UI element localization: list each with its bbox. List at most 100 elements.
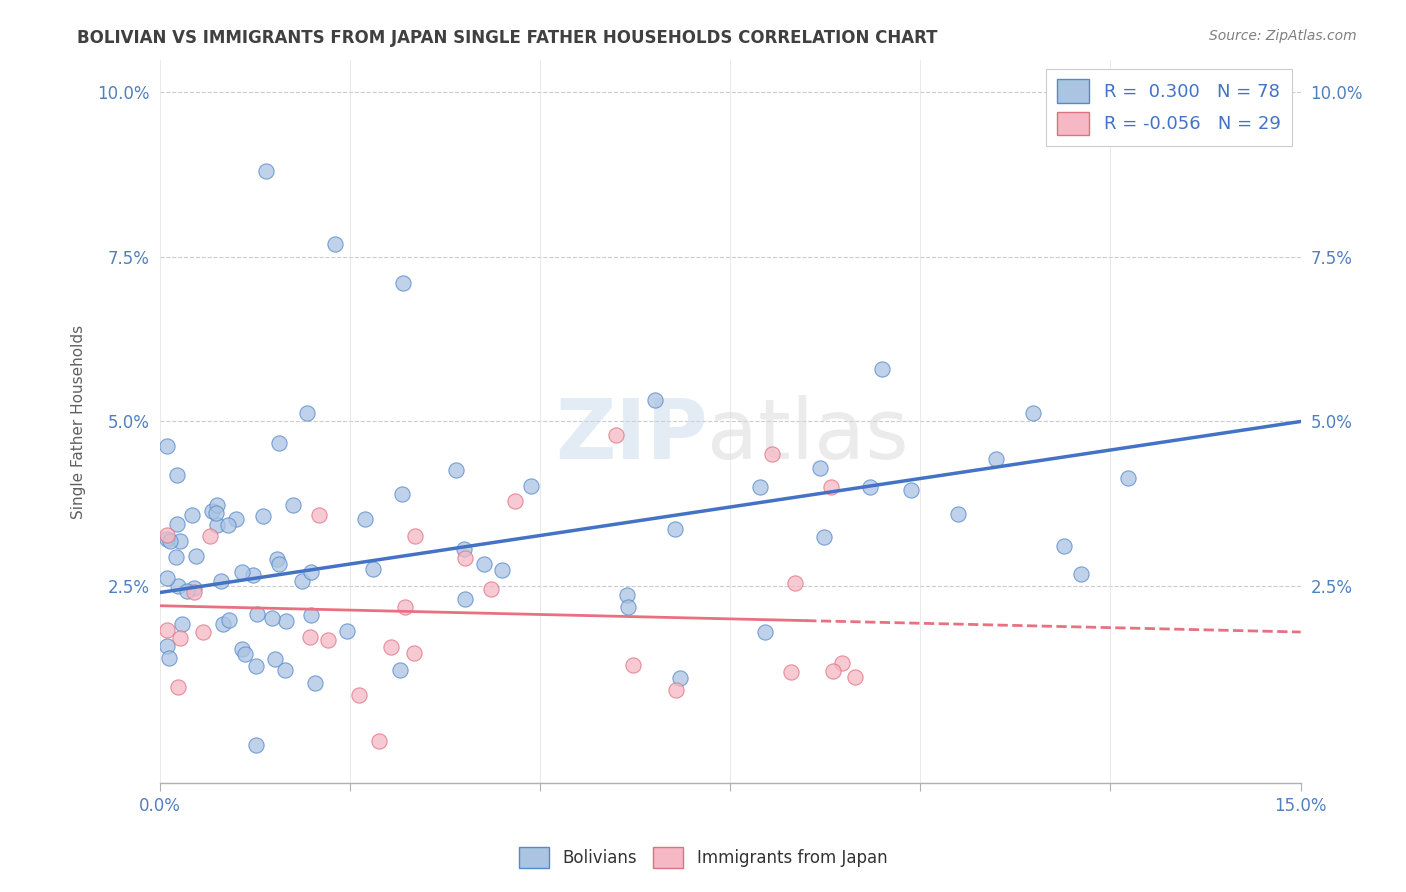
Point <box>454 551 477 566</box>
Point <box>621 657 644 672</box>
Point <box>519 479 541 493</box>
Point <box>361 562 384 576</box>
Point <box>380 640 402 655</box>
Point <box>446 463 468 477</box>
Point <box>349 688 371 702</box>
Point <box>204 506 226 520</box>
Legend: R =  0.300   N = 78, R = -0.056   N = 29: R = 0.300 N = 78, R = -0.056 N = 29 <box>1046 69 1292 145</box>
Point <box>783 575 806 590</box>
Point <box>156 639 179 653</box>
Point <box>749 479 772 493</box>
Point <box>1070 566 1092 581</box>
Point <box>274 614 297 628</box>
Point <box>205 498 228 512</box>
Point <box>616 588 638 602</box>
Point <box>159 534 181 549</box>
Point <box>183 584 205 599</box>
Point <box>1052 539 1074 553</box>
Point <box>181 508 204 523</box>
Point <box>245 738 267 752</box>
Point <box>295 407 318 421</box>
Point <box>354 512 377 526</box>
Point <box>166 516 188 531</box>
Point <box>167 579 190 593</box>
Point <box>212 616 235 631</box>
Point <box>761 447 783 461</box>
Point <box>156 532 179 546</box>
Point <box>184 549 207 563</box>
Point <box>454 592 477 607</box>
Point <box>388 663 411 677</box>
Point <box>169 533 191 548</box>
Point <box>308 508 330 522</box>
Point <box>394 600 416 615</box>
Point <box>316 632 339 647</box>
Point <box>209 574 232 589</box>
Point <box>254 164 277 178</box>
Point <box>231 642 253 657</box>
Point <box>491 563 513 577</box>
Point <box>191 624 214 639</box>
Text: ZIP: ZIP <box>555 395 707 476</box>
Point <box>264 652 287 666</box>
Point <box>453 541 475 556</box>
Point <box>267 435 290 450</box>
Point <box>245 659 267 673</box>
Point <box>1022 406 1045 420</box>
Point <box>157 651 180 665</box>
Text: BOLIVIAN VS IMMIGRANTS FROM JAPAN SINGLE FATHER HOUSEHOLDS CORRELATION CHART: BOLIVIAN VS IMMIGRANTS FROM JAPAN SINGLE… <box>77 29 938 46</box>
Point <box>1116 470 1139 484</box>
Point <box>859 480 882 494</box>
Point <box>472 557 495 571</box>
Point <box>205 517 228 532</box>
Point <box>304 675 326 690</box>
Point <box>323 236 346 251</box>
Point <box>218 614 240 628</box>
Point <box>267 557 290 571</box>
Point <box>479 582 502 597</box>
Point <box>165 549 187 564</box>
Point <box>808 461 831 475</box>
Point <box>404 528 426 542</box>
Point <box>870 362 893 376</box>
Point <box>844 669 866 683</box>
Point <box>183 581 205 595</box>
Point <box>831 656 853 670</box>
Point <box>266 551 288 566</box>
Point <box>291 574 314 588</box>
Point <box>217 517 239 532</box>
Point <box>225 512 247 526</box>
Point <box>169 631 191 645</box>
Point <box>900 483 922 497</box>
Point <box>754 625 776 640</box>
Point <box>156 571 179 585</box>
Point <box>299 565 322 579</box>
Point <box>156 439 179 453</box>
Text: atlas: atlas <box>707 395 910 476</box>
Point <box>367 734 389 748</box>
Point <box>156 624 179 638</box>
Point <box>231 565 253 579</box>
Point <box>336 624 359 638</box>
Point <box>644 392 666 407</box>
Point <box>172 617 194 632</box>
Point <box>299 607 322 622</box>
Point <box>298 630 321 644</box>
Point <box>274 663 297 677</box>
Point <box>167 681 190 695</box>
Point <box>665 682 688 697</box>
Point <box>605 427 627 442</box>
Point <box>156 528 179 542</box>
Point <box>235 647 257 661</box>
Point <box>984 452 1007 467</box>
Point <box>664 522 686 536</box>
Point <box>252 508 274 523</box>
Point <box>813 530 835 544</box>
Point <box>392 277 415 291</box>
Point <box>166 468 188 483</box>
Point <box>283 498 305 512</box>
Point <box>246 607 269 622</box>
Point <box>668 671 690 685</box>
Legend: Bolivians, Immigrants from Japan: Bolivians, Immigrants from Japan <box>512 840 894 875</box>
Point <box>505 493 527 508</box>
